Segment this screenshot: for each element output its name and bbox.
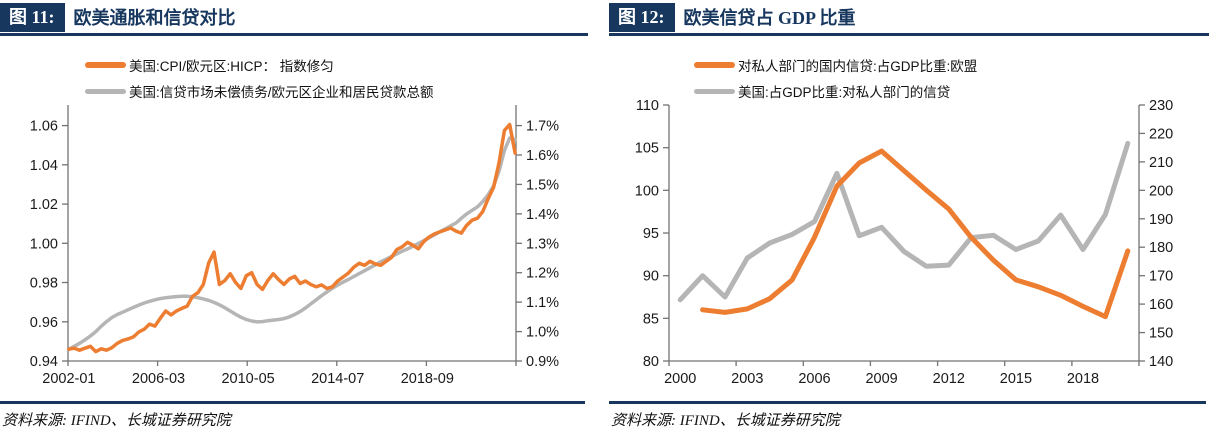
figure-11-header: 图 11: 欧美通胀和信贷对比 (0, 3, 588, 33)
source-text: 资料来源: IFIND、长城证券研究院 (2, 413, 231, 429)
figure-label-badge: 图 12: (609, 3, 675, 32)
legend-label: 美国:CPI/欧元区:HICP： 指数修匀 (129, 59, 334, 74)
legend-item: 对私人部门的国内信贷:占GDP比重:欧盟 (694, 52, 977, 78)
source-divider (609, 401, 1206, 404)
svg-text:2018: 2018 (1067, 371, 1099, 387)
figure-11-panel: 图 11: 欧美通胀和信贷对比 美国:CPI/欧元区:HICP： 指数修匀 美国:… (0, 0, 588, 443)
legend-label: 美国:信贷市场未偿债务/欧元区企业和居民贷款总额 (129, 85, 434, 100)
figure-12-header: 图 12: 欧美信贷占 GDP 比重 (609, 3, 1209, 33)
orange-line-swatch (85, 62, 126, 68)
svg-text:1.3%: 1.3% (526, 236, 559, 252)
svg-text:1.0%: 1.0% (526, 325, 559, 341)
svg-text:2018-09: 2018-09 (401, 371, 454, 387)
svg-text:220: 220 (1149, 126, 1173, 142)
legend-label: 对私人部门的国内信贷:占GDP比重:欧盟 (738, 59, 978, 74)
source-text: 资料来源: IFIND、长城证券研究院 (611, 413, 840, 429)
svg-text:95: 95 (643, 226, 659, 242)
svg-text:100: 100 (635, 183, 659, 199)
figure-title: 欧美通胀和信贷对比 (73, 8, 236, 28)
header-underline (609, 33, 1209, 36)
gray-line-swatch (85, 88, 126, 94)
orange-line-swatch (694, 62, 735, 68)
svg-text:2002-01: 2002-01 (42, 371, 95, 387)
svg-text:2014-07: 2014-07 (311, 371, 364, 387)
svg-text:110: 110 (636, 98, 659, 114)
svg-text:80: 80 (643, 354, 659, 370)
svg-text:1.2%: 1.2% (526, 266, 559, 282)
svg-text:0.98: 0.98 (30, 276, 58, 292)
svg-text:0.94: 0.94 (30, 354, 58, 370)
legend-label: 美国:占GDP比重:对私人部门的信贷 (738, 85, 951, 100)
dual-axis-line-chart: 80 85 90 95 100 105 110 140 150 160 170 180 190 200 21… (635, 98, 1173, 387)
svg-text:1.1%: 1.1% (526, 295, 559, 311)
chart-legend: 对私人部门的国内信贷:占GDP比重:欧盟 美国:占GDP比重:对私人部门的信贷 (694, 52, 977, 104)
svg-text:1.04: 1.04 (30, 158, 58, 174)
svg-text:2000: 2000 (664, 371, 696, 387)
dual-axis-line-chart: 0.94 0.96 0.98 1.00 1.02 1.04 1.06 0.9% 1.0% 1.1%… (30, 105, 559, 387)
header-underline (0, 33, 588, 36)
legend-item: 美国:占GDP比重:对私人部门的信贷 (694, 78, 977, 104)
svg-text:230: 230 (1149, 98, 1173, 114)
svg-text:2010-05: 2010-05 (221, 371, 274, 387)
svg-text:2006-03: 2006-03 (132, 371, 185, 387)
svg-text:2003: 2003 (731, 371, 763, 387)
figure-title: 欧美信贷占 GDP 比重 (683, 8, 856, 28)
svg-text:1.00: 1.00 (30, 236, 58, 252)
svg-text:1.7%: 1.7% (526, 119, 559, 135)
svg-text:160: 160 (1149, 297, 1173, 313)
chart-legend: 美国:CPI/欧元区:HICP： 指数修匀 美国:信贷市场未偿债务/欧元区企业和… (85, 52, 434, 104)
figure-12-panel: 图 12: 欧美信贷占 GDP 比重 对私人部门的国内信贷:占GDP比重:欧盟 美… (609, 0, 1209, 443)
svg-text:0.9%: 0.9% (526, 354, 559, 370)
legend-item: 美国:CPI/欧元区:HICP： 指数修匀 (85, 52, 434, 78)
svg-text:1.02: 1.02 (30, 197, 58, 213)
figure-label-badge: 图 11: (0, 3, 65, 32)
svg-text:1.5%: 1.5% (526, 177, 559, 193)
svg-text:140: 140 (1149, 354, 1173, 370)
svg-text:2012: 2012 (933, 371, 965, 387)
source-divider (0, 401, 585, 404)
svg-text:90: 90 (643, 269, 659, 285)
svg-text:105: 105 (635, 141, 659, 157)
svg-text:1.06: 1.06 (30, 119, 58, 135)
svg-text:150: 150 (1149, 326, 1173, 342)
legend-item: 美国:信贷市场未偿债务/欧元区企业和居民贷款总额 (85, 78, 434, 104)
svg-text:2009: 2009 (865, 371, 897, 387)
svg-text:2006: 2006 (798, 371, 830, 387)
svg-text:1.4%: 1.4% (526, 207, 559, 223)
gray-line-swatch (694, 88, 735, 94)
svg-text:210: 210 (1149, 155, 1173, 171)
svg-text:200: 200 (1149, 183, 1173, 199)
svg-text:1.6%: 1.6% (526, 148, 559, 164)
svg-text:190: 190 (1149, 212, 1173, 228)
svg-text:0.96: 0.96 (30, 315, 58, 331)
svg-text:170: 170 (1149, 269, 1173, 285)
svg-text:180: 180 (1149, 240, 1173, 256)
svg-text:85: 85 (643, 311, 659, 327)
svg-text:2015: 2015 (1000, 371, 1032, 387)
